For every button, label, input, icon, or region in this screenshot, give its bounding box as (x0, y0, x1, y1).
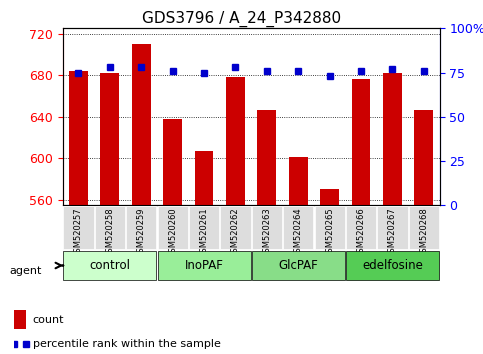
Text: GSM520262: GSM520262 (231, 207, 240, 258)
FancyBboxPatch shape (283, 206, 313, 249)
Text: GSM520265: GSM520265 (325, 207, 334, 258)
FancyBboxPatch shape (63, 206, 94, 249)
FancyBboxPatch shape (377, 206, 408, 249)
FancyBboxPatch shape (346, 206, 376, 249)
Text: GSM520268: GSM520268 (419, 207, 428, 258)
Bar (226, 77, 245, 205)
Bar (383, 73, 402, 205)
Text: GSM520264: GSM520264 (294, 207, 303, 258)
Bar (132, 44, 151, 205)
FancyBboxPatch shape (314, 206, 345, 249)
Text: InoPAF: InoPAF (185, 259, 224, 272)
FancyBboxPatch shape (126, 206, 156, 249)
FancyBboxPatch shape (63, 251, 156, 280)
Text: GSM520261: GSM520261 (199, 207, 209, 258)
Bar (69, 71, 88, 205)
FancyBboxPatch shape (157, 206, 188, 249)
FancyBboxPatch shape (95, 206, 125, 249)
FancyBboxPatch shape (220, 206, 251, 249)
Bar (14, 310, 26, 329)
Text: GSM520257: GSM520257 (74, 207, 83, 258)
Text: GSM520259: GSM520259 (137, 207, 146, 258)
Text: count: count (33, 315, 64, 325)
Text: GSM520267: GSM520267 (388, 207, 397, 258)
Bar (100, 73, 119, 205)
Text: GDS3796 / A_24_P342880: GDS3796 / A_24_P342880 (142, 11, 341, 27)
Bar (414, 109, 433, 205)
Text: percentile rank within the sample: percentile rank within the sample (33, 339, 221, 349)
FancyBboxPatch shape (252, 251, 345, 280)
Text: control: control (89, 259, 130, 272)
Text: GSM520266: GSM520266 (356, 207, 366, 258)
FancyBboxPatch shape (346, 251, 439, 280)
Bar (352, 79, 370, 205)
Bar (257, 109, 276, 205)
FancyBboxPatch shape (189, 206, 219, 249)
Text: edelfosine: edelfosine (362, 259, 423, 272)
Bar (163, 119, 182, 205)
Bar (289, 158, 308, 205)
FancyBboxPatch shape (157, 251, 251, 280)
Bar (195, 151, 213, 205)
FancyBboxPatch shape (252, 206, 282, 249)
FancyBboxPatch shape (409, 206, 439, 249)
Text: GSM520260: GSM520260 (168, 207, 177, 258)
Text: GSM520258: GSM520258 (105, 207, 114, 258)
Text: agent: agent (10, 266, 42, 276)
Text: GSM520263: GSM520263 (262, 207, 271, 258)
Bar (320, 189, 339, 205)
Text: GlcPAF: GlcPAF (278, 259, 318, 272)
